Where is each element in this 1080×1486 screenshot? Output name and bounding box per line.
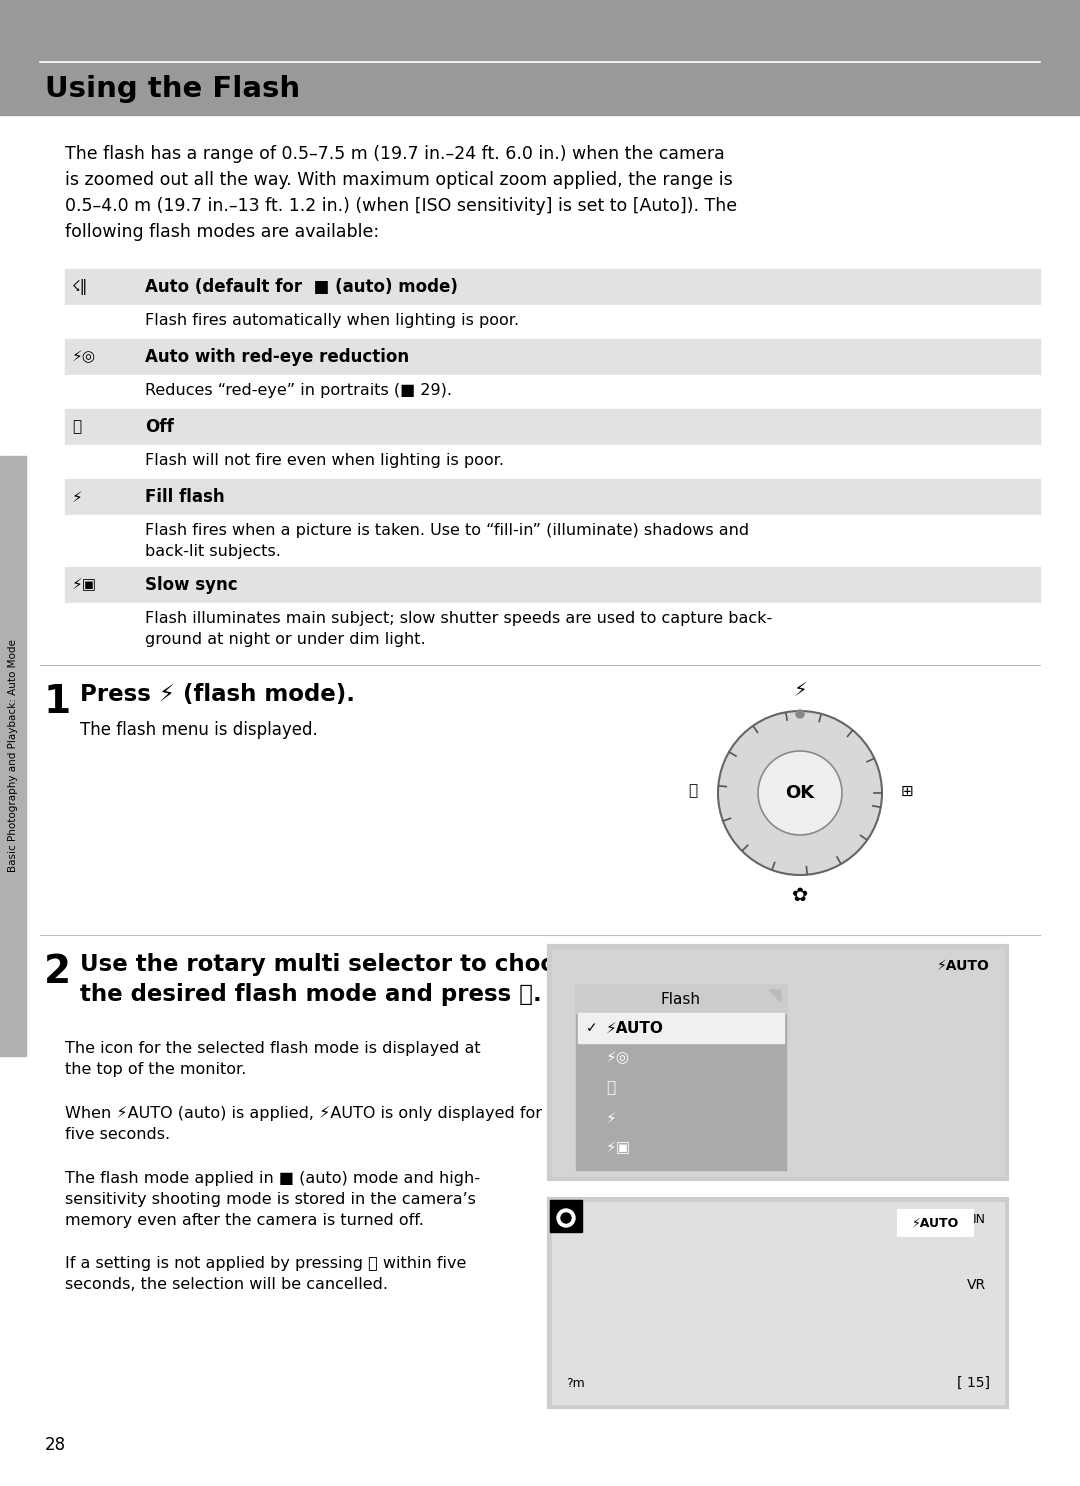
Text: Auto (default for  ■ (auto) mode): Auto (default for ■ (auto) mode) <box>145 278 458 296</box>
Text: ⚡▣: ⚡▣ <box>606 1140 631 1156</box>
Bar <box>65 305 1040 339</box>
Text: [ 15]: [ 15] <box>957 1376 990 1389</box>
Text: Slow sync: Slow sync <box>145 577 238 594</box>
Text: Auto with red-eye reduction: Auto with red-eye reduction <box>145 348 409 366</box>
Bar <box>65 516 1040 568</box>
Polygon shape <box>769 990 781 1002</box>
Circle shape <box>758 750 842 835</box>
Bar <box>65 444 1040 478</box>
Text: ✓: ✓ <box>586 1021 597 1036</box>
Text: If a setting is not applied by pressing ⓞ within five
seconds, the selection wil: If a setting is not applied by pressing … <box>65 1256 467 1291</box>
Text: ?m: ?m <box>566 1378 584 1389</box>
Text: OK: OK <box>785 785 814 802</box>
Text: ⚡▣: ⚡▣ <box>72 578 97 593</box>
Bar <box>548 1198 1008 1409</box>
Text: VR: VR <box>967 1278 986 1291</box>
Text: Reduces “red-eye” in portraits (■ 29).: Reduces “red-eye” in portraits (■ 29). <box>145 383 453 398</box>
Text: The flash mode applied in ■ (auto) mode and high-
sensitivity shooting mode is s: The flash mode applied in ■ (auto) mode … <box>65 1171 480 1227</box>
Bar <box>65 568 1040 603</box>
Text: Flash illuminates main subject; slow shutter speeds are used to capture back-
gr: Flash illuminates main subject; slow shu… <box>145 611 772 646</box>
Text: ⚡AUTO: ⚡AUTO <box>937 958 990 973</box>
Bar <box>65 374 1040 409</box>
Bar <box>0 456 26 1057</box>
Text: 1: 1 <box>44 684 71 721</box>
Text: ⚡AUTO: ⚡AUTO <box>606 1021 664 1036</box>
Text: Flash fires automatically when lighting is poor.: Flash fires automatically when lighting … <box>145 314 519 328</box>
Text: Flash will not fire even when lighting is poor.: Flash will not fire even when lighting i… <box>145 453 504 468</box>
Text: Use the rotary multi selector to choose
the desired flash mode and press ⓞ.: Use the rotary multi selector to choose … <box>80 953 585 1006</box>
Bar <box>65 409 1040 444</box>
Text: ✿: ✿ <box>792 886 808 905</box>
Text: ⚡: ⚡ <box>793 682 807 700</box>
Bar <box>65 478 1040 516</box>
Bar <box>578 1013 784 1043</box>
Bar <box>65 339 1040 374</box>
Text: Flash: Flash <box>661 991 701 1006</box>
Text: ⚡AUTO: ⚡AUTO <box>912 1217 959 1229</box>
Text: ⌛: ⌛ <box>688 783 698 798</box>
Text: 2: 2 <box>44 953 71 991</box>
Text: Using the Flash: Using the Flash <box>45 74 300 103</box>
Circle shape <box>718 710 882 875</box>
Text: 28: 28 <box>45 1435 66 1453</box>
Text: ⊞: ⊞ <box>901 783 914 798</box>
Text: ⚡◎: ⚡◎ <box>606 1051 630 1065</box>
Text: ⚡◎: ⚡◎ <box>72 349 96 364</box>
Text: ⓨ: ⓨ <box>606 1080 616 1095</box>
Circle shape <box>561 1213 571 1223</box>
Text: Flash fires when a picture is taken. Use to “fill-in” (illuminate) shadows and
b: Flash fires when a picture is taken. Use… <box>145 523 750 559</box>
Text: When ⚡AUTO (auto) is applied, ⚡AUTO is only displayed for
five seconds.: When ⚡AUTO (auto) is applied, ⚡AUTO is o… <box>65 1106 542 1143</box>
Bar <box>552 1202 1004 1404</box>
Text: ⓨ: ⓨ <box>72 419 81 434</box>
Text: Off: Off <box>145 418 174 435</box>
Bar <box>576 985 786 1169</box>
Text: 0.5–4.0 m (19.7 in.–13 ft. 1.2 in.) (when [ISO sensitivity] is set to [Auto]). T: 0.5–4.0 m (19.7 in.–13 ft. 1.2 in.) (whe… <box>65 198 738 215</box>
Text: Press ⚡ (flash mode).: Press ⚡ (flash mode). <box>80 684 355 706</box>
Bar <box>0 0 1080 114</box>
Text: ☇‖: ☇‖ <box>72 279 89 296</box>
Bar <box>552 950 1004 1175</box>
Text: following flash modes are available:: following flash modes are available: <box>65 223 379 241</box>
Text: The flash menu is displayed.: The flash menu is displayed. <box>80 721 318 739</box>
Text: Fill flash: Fill flash <box>145 487 225 507</box>
Bar <box>65 603 1040 655</box>
Bar <box>548 945 1008 1180</box>
Bar <box>576 985 786 1013</box>
Bar <box>550 1201 582 1232</box>
Circle shape <box>557 1210 575 1227</box>
Text: The icon for the selected flash mode is displayed at
the top of the monitor.: The icon for the selected flash mode is … <box>65 1042 481 1077</box>
Bar <box>897 1210 973 1236</box>
Text: IN: IN <box>973 1213 986 1226</box>
Text: ⚡: ⚡ <box>606 1110 617 1125</box>
Text: is zoomed out all the way. With maximum optical zoom applied, the range is: is zoomed out all the way. With maximum … <box>65 171 732 189</box>
Text: ⚡: ⚡ <box>72 489 83 505</box>
Text: The flash has a range of 0.5–7.5 m (19.7 in.–24 ft. 6.0 in.) when the camera: The flash has a range of 0.5–7.5 m (19.7… <box>65 146 725 163</box>
Circle shape <box>796 710 804 718</box>
Text: Basic Photography and Playback: Auto Mode: Basic Photography and Playback: Auto Mod… <box>8 639 18 872</box>
Bar <box>65 269 1040 305</box>
